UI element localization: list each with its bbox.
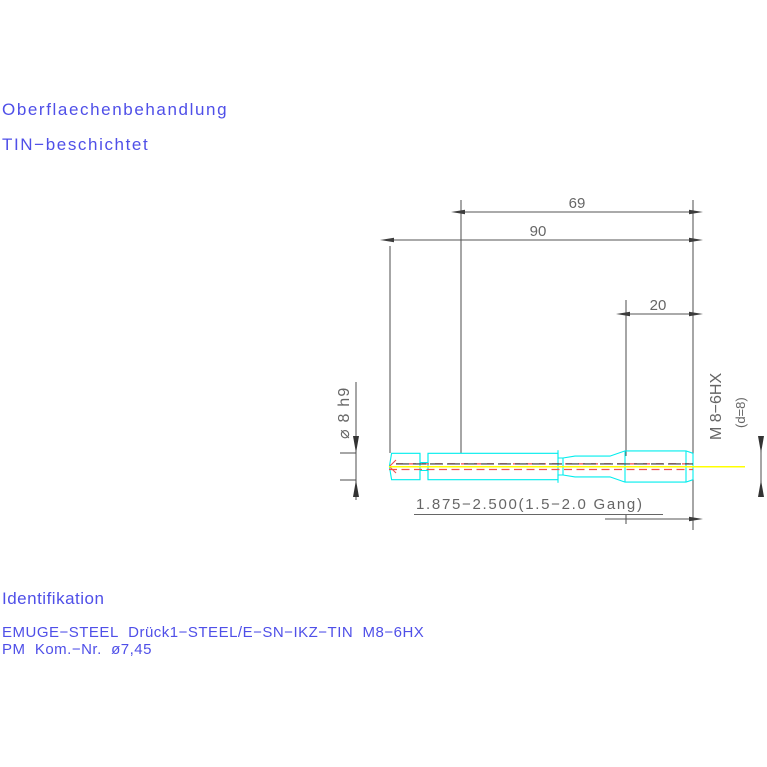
svg-text:M 8−6HX: M 8−6HX	[708, 373, 725, 440]
svg-text:(d=8): (d=8)	[733, 397, 748, 428]
svg-text:69: 69	[569, 195, 586, 212]
svg-text:90: 90	[530, 223, 547, 240]
svg-text:1.875−2.500(1.5−2.0 Gang): 1.875−2.500(1.5−2.0 Gang)	[416, 496, 644, 513]
svg-text:⌀ 8 h9: ⌀ 8 h9	[336, 387, 353, 439]
svg-text:20: 20	[650, 297, 667, 314]
